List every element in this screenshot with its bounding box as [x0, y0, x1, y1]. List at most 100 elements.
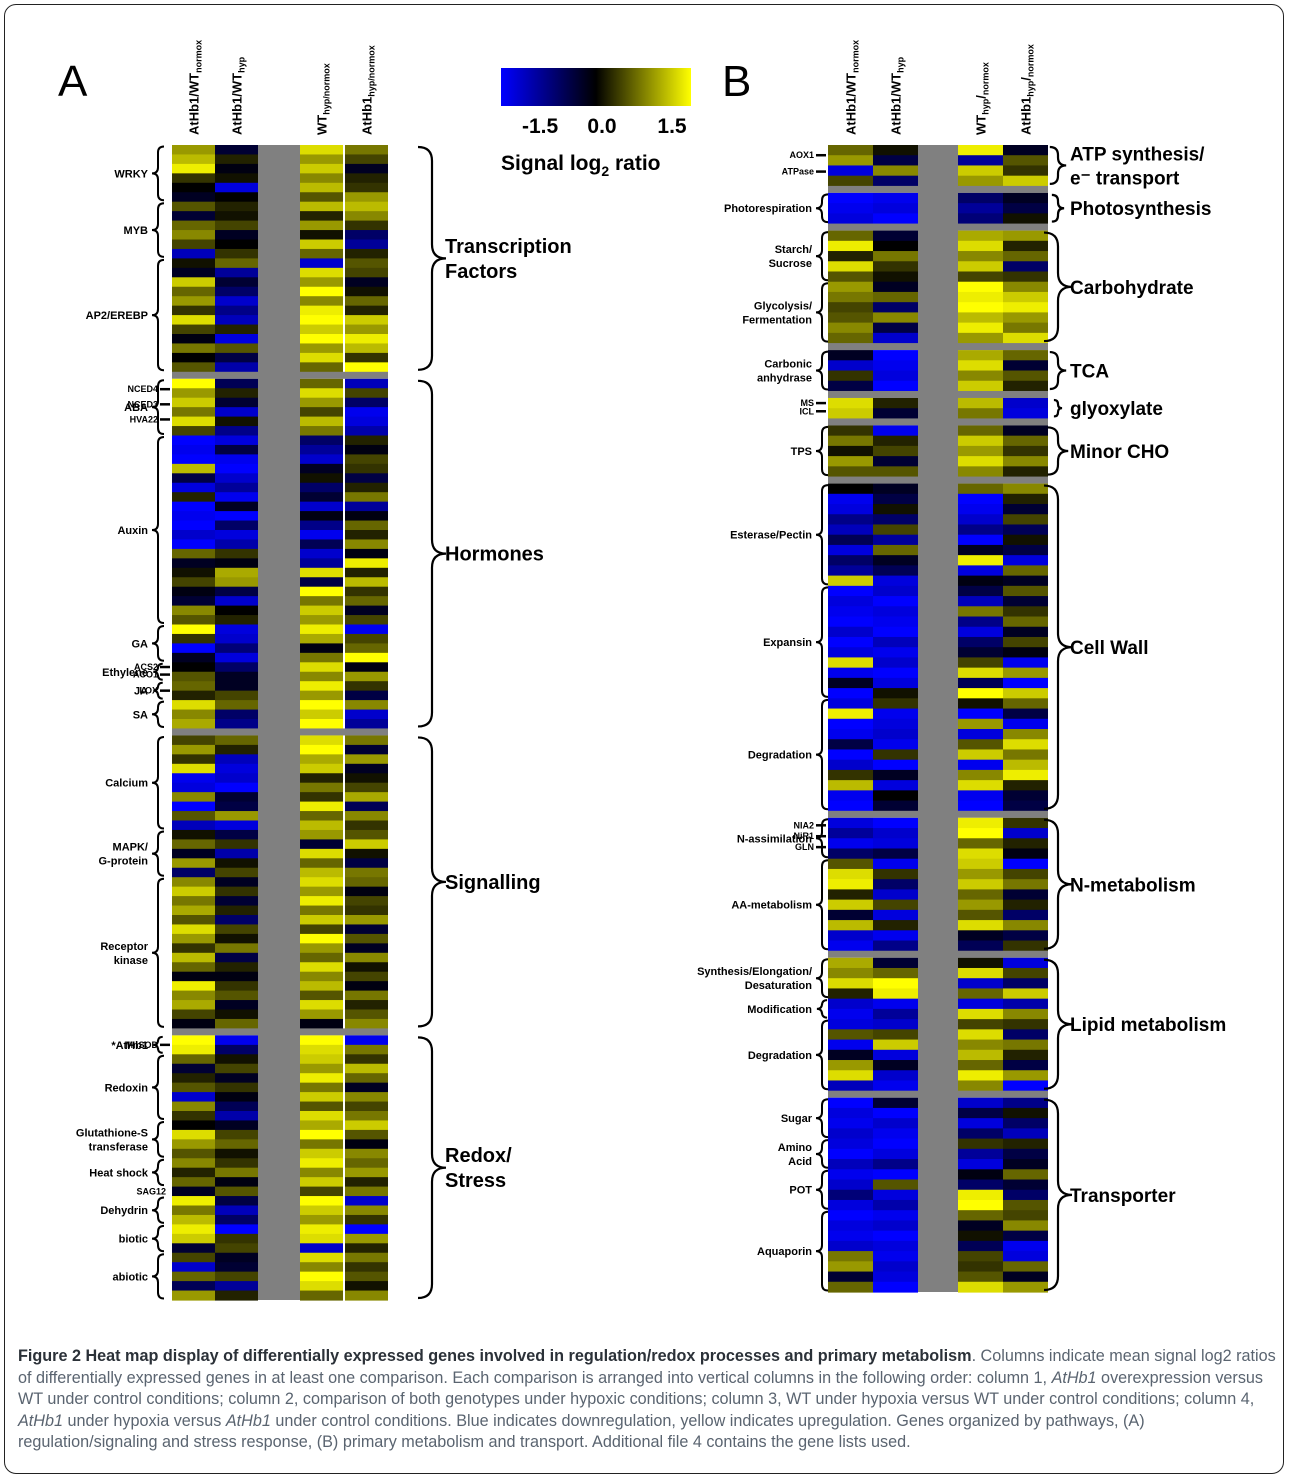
heatmap-cell: [1003, 909, 1048, 921]
category-brace: [1053, 398, 1063, 418]
heatmap-cell: [958, 1070, 1003, 1082]
heatmap-cell: [345, 1167, 388, 1178]
heatmap-cell: [1003, 291, 1048, 303]
column-gap: [918, 145, 958, 1292]
heatmap-cell: [215, 511, 258, 522]
heatmap-cell: [172, 201, 215, 212]
heatmap-cell: [828, 380, 873, 392]
heatmap-cell: [873, 524, 918, 536]
heatmap-cell: [828, 261, 873, 273]
heatmap-cell: [1003, 534, 1048, 546]
heatmap-cell: [215, 192, 258, 203]
heatmap-cell: [345, 286, 388, 297]
heatmap-cell: [873, 688, 918, 699]
heatmap-cell: [1003, 1039, 1048, 1051]
heatmap-cell: [828, 596, 873, 607]
heatmap-cell: [300, 192, 343, 203]
heatmap-cell: [215, 435, 258, 446]
subgroup-brace: [151, 1120, 165, 1158]
heatmap-cell: [1003, 322, 1048, 334]
heatmap-cell: [300, 744, 343, 755]
subgroup-label: Aquaporin: [757, 1246, 812, 1258]
heatmap-cell: [958, 1080, 1003, 1092]
colorbar-max-label: 1.5: [657, 115, 687, 138]
heatmap-cell: [300, 652, 343, 663]
subgroup-label: anhydrase: [757, 373, 812, 385]
gene-label: SAG12: [136, 1186, 166, 1196]
subgroup-brace: [151, 1054, 165, 1120]
heatmap-cell: [828, 456, 873, 467]
caption-italic-1: AtHb1: [1051, 1368, 1097, 1387]
heatmap-cell: [828, 425, 873, 437]
heatmap-cell: [1003, 828, 1048, 839]
heatmap-cell: [873, 435, 918, 447]
subgroup-brace: [815, 1139, 829, 1169]
heatmap-cell: [345, 362, 388, 373]
heatmap-cell: [345, 839, 388, 850]
heatmap-cell: [1003, 879, 1048, 890]
heatmap-cell: [1003, 203, 1048, 214]
heatmap-cell: [300, 1035, 343, 1046]
heatmap-cell: [172, 624, 215, 635]
caption-text-2: overexpression versus WT under control c…: [18, 1368, 1264, 1409]
heatmap-cell: [873, 868, 918, 880]
heatmap-cell: [828, 575, 873, 587]
heatmap-cell: [215, 352, 258, 363]
heatmap-cell: [215, 962, 258, 973]
heatmap-cell: [172, 943, 215, 954]
heatmap-cell: [172, 1196, 215, 1207]
heatmap-cell: [172, 286, 215, 297]
heatmap-cell: [873, 203, 918, 214]
heatmap-cell: [1003, 1097, 1048, 1109]
heatmap-cell: [873, 1220, 918, 1232]
heatmap-cell: [345, 192, 388, 203]
heatmap-cell: [873, 175, 918, 187]
heatmap-cell: [345, 754, 388, 765]
heatmap-cell: [828, 1189, 873, 1201]
heatmap-cell: [828, 291, 873, 303]
heatmap-cell: [958, 261, 1003, 273]
heatmap-cell: [215, 1148, 258, 1159]
heatmap-cell: [300, 435, 343, 446]
category-label: Lipid metabolism: [1070, 1015, 1226, 1036]
heatmap-cell: [828, 1210, 873, 1222]
gene-label: NCED4: [127, 384, 158, 394]
heatmap-cell: [828, 408, 873, 420]
heatmap-cell: [300, 829, 343, 840]
heatmap-cell: [873, 380, 918, 392]
heatmap-cell: [172, 1186, 215, 1197]
heatmap-cell: [1003, 930, 1048, 942]
heatmap-cell: [215, 1167, 258, 1178]
heatmap-cell: [958, 739, 1003, 751]
heatmap-cell: [172, 877, 215, 888]
heatmap-cell: [345, 829, 388, 840]
category-label: Carbohydrate: [1070, 278, 1194, 299]
heatmap-cell: [873, 322, 918, 334]
gene-label: NiR1: [793, 831, 814, 841]
heatmap-cell: [300, 773, 343, 784]
heatmap-cell: [345, 520, 388, 531]
heatmap-cell: [873, 998, 918, 1010]
heatmap-cell: [873, 749, 918, 761]
heatmap-cell: [345, 1233, 388, 1244]
column-header-main: AtHb1/WT: [230, 73, 245, 135]
heatmap-cell: [172, 719, 215, 730]
heatmap-cell: [1003, 1107, 1048, 1119]
heatmap-cell: [215, 482, 258, 493]
heatmap-cell: [828, 1049, 873, 1061]
heatmap-cell: [300, 952, 343, 963]
subgroup-brace: [815, 484, 829, 586]
heatmap-cell: [215, 286, 258, 297]
heatmap-cell: [215, 773, 258, 784]
heatmap-cell: [345, 615, 388, 626]
heatmap-cell: [828, 493, 873, 505]
heatmap-cell: [172, 397, 215, 408]
heatmap-cell: [345, 952, 388, 963]
heatmap-cell: [1003, 230, 1048, 242]
heatmap-cell: [300, 324, 343, 335]
heatmap-cell: [172, 463, 215, 474]
subgroup-label: Heat shock: [89, 1167, 149, 1179]
heatmap-cell: [1003, 524, 1048, 536]
heatmap-cell: [873, 514, 918, 526]
heatmap-cell: [345, 352, 388, 363]
